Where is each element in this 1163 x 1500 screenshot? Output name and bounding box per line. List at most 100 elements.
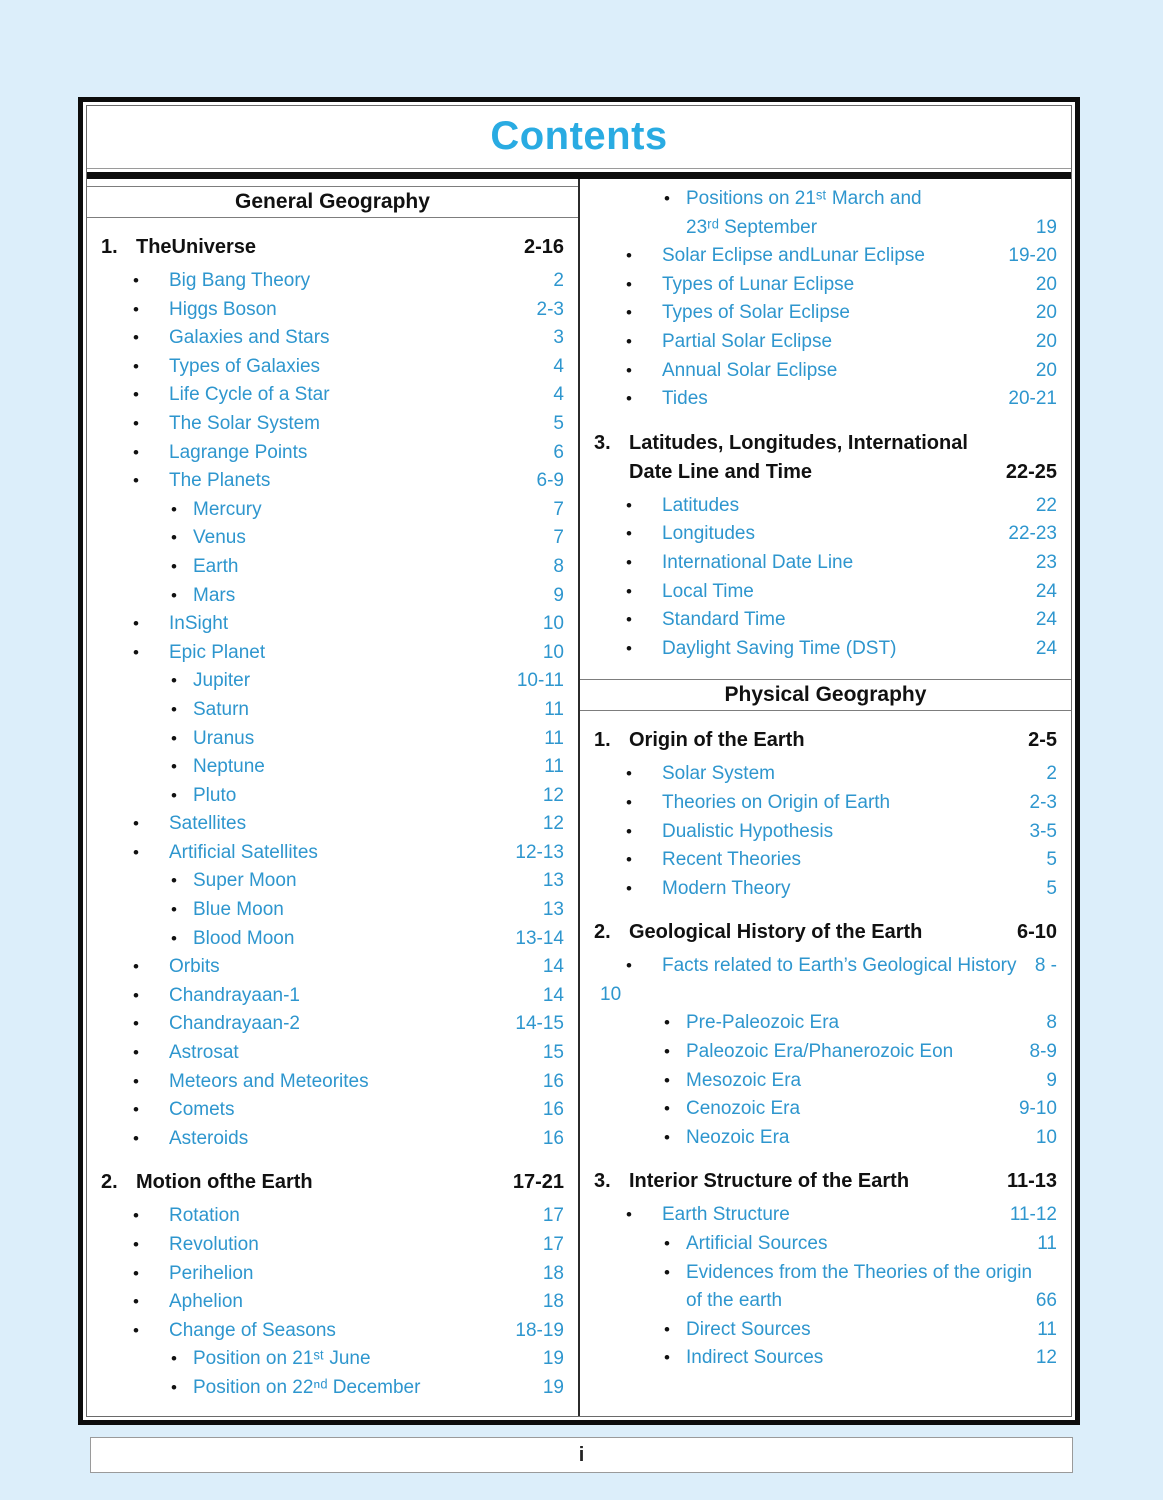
toc-subitem: • Paleozoic Era/Phanerozoic Eon 8-9 [594,1038,1057,1067]
bullet-icon: • [133,385,139,405]
page-number: 6-9 [536,470,564,492]
page-number: 16 [542,1127,564,1149]
item-label: Meteors and Meteorites [169,1070,369,1092]
bullet-icon: • [171,728,177,748]
item-label: Position on 21ˢᵗ June [193,1348,371,1370]
page-number: 17 [542,1234,564,1255]
item-label: Asteroids [169,1127,249,1149]
item-label: Orbits [169,956,220,978]
item-label: Positions on 21ˢᵗ March and [686,188,922,209]
item-label: Lagrange Points [169,441,308,463]
page-number: 4 [553,384,564,406]
toc-subitem: • Jupiter 10-11 [101,667,564,696]
toc-item: • Aphelion 18 [101,1288,564,1317]
toc-item: • Recent Theories 5 [594,846,1057,875]
bullet-icon: • [664,1099,670,1119]
toc-section: 3. Latitudes, Longitudes, International [594,430,1057,457]
section-number: 2. [101,1171,118,1194]
toc-item: • Modern Theory 5 [594,875,1057,904]
bullet-icon: • [133,413,139,433]
page-number: 12 [542,784,564,806]
section-number: 3. [594,1170,611,1193]
section-title: TheUniverse [136,236,257,258]
toc-item: • Perihelion 18 [101,1260,564,1289]
toc-item: • Types of Lunar Eclipse 20 [594,271,1057,300]
item-label: Life Cycle of a Star [169,384,330,406]
bullet-icon: • [664,1127,670,1147]
item-label: Standard Time [662,609,786,631]
page-number: 19 [542,1348,564,1370]
page-number: 10 [542,613,564,635]
item-label: Higgs Boson [169,298,277,320]
toc-section: 2. Motion ofthe Earth 17-21 [101,1169,564,1196]
toc-item: • Types of Galaxies 4 [101,353,564,382]
section-title: Motion ofthe Earth [136,1171,313,1194]
toc-item: • Big Bang Theory 2 [101,267,564,296]
toc-subitem: • Uranus 11 [101,725,564,754]
item-label: Neozoic Era [686,1126,790,1148]
toc-item: • InSight 10 [101,610,564,639]
bullet-icon: • [133,442,139,462]
bullet-icon: • [664,1319,670,1339]
toc-item: • Types of Solar Eclipse 20 [594,299,1057,328]
page-number: 11 [544,727,564,749]
toc-item: • Tides 20-21 [594,385,1057,414]
toc-item: • Solar System 2 [594,760,1057,789]
item-label: Perihelion [169,1262,254,1284]
page-number: 19 [1035,216,1057,238]
toc-subitem: • Earth 8 [101,553,564,582]
item-label: Types of Solar Eclipse [662,302,850,324]
page-number: 10-11 [516,670,564,692]
page-number: 8 - [1034,955,1057,977]
page-number: 2-3 [1029,791,1057,813]
bullet-icon: • [171,528,177,548]
bullet-icon: • [171,928,177,948]
bullet-icon: • [133,299,139,319]
toc-item: • Higgs Boson 2-3 [101,296,564,325]
item-label: Uranus [193,727,255,749]
page-number: 7 [553,498,564,520]
toc-subitem-continuation: of the earth 66 [594,1287,1057,1316]
page-number: 5 [1046,849,1057,871]
page-number: 22 [1035,494,1057,516]
footer-bar: i [90,1437,1073,1473]
bullet-icon: • [664,1348,670,1368]
page-number: 15 [542,1042,564,1064]
item-label: Artificial Satellites [169,841,318,863]
item-label: Theories on Origin of Earth [662,791,891,813]
item-label: 23ʳᵈ September [686,216,818,238]
item-label: Mesozoic Era [686,1069,802,1091]
item-label: Blood Moon [193,927,295,949]
item-label: Cenozoic Era [686,1098,801,1120]
page-number: 24 [1035,609,1057,631]
item-label: Latitudes [662,494,740,516]
item-label: Recent Theories [662,849,802,871]
section-band: General Geography [87,186,578,218]
bullet-icon: • [171,785,177,805]
bullet-icon: • [171,1377,177,1397]
toc-item: • Earth Structure 11-12 [594,1201,1057,1230]
page-number: 12-13 [515,841,564,863]
page-number: 6 [553,441,564,463]
page-number: 18 [542,1291,564,1313]
bullet-icon: • [626,764,632,784]
toc-subitem: • Super Moon 13 [101,867,564,896]
page-number: 18 [542,1262,564,1284]
page-number: 9 [1046,1069,1057,1091]
bullet-icon: • [133,842,139,862]
section-title: Origin of the Earth [629,729,805,752]
page-number: 11 [544,698,564,720]
page-number: 11 [1037,1233,1057,1255]
item-label: Mars [193,584,236,606]
bullet-icon: • [626,303,632,323]
page-number: 12 [1035,1347,1057,1369]
item-label: Astrosat [169,1042,239,1064]
item-label: Neptune [193,756,265,778]
page-range: 22-25 [1005,460,1057,483]
toc-section: 3. Interior Structure of the Earth 11-13 [594,1168,1057,1195]
page-range: 2-16 [523,236,564,258]
item-label: Indirect Sources [686,1347,824,1369]
toc-subitem: • Direct Sources 11 [594,1316,1057,1345]
bullet-icon: • [171,1349,177,1369]
section-title: Geological History of the Earth [629,921,923,944]
